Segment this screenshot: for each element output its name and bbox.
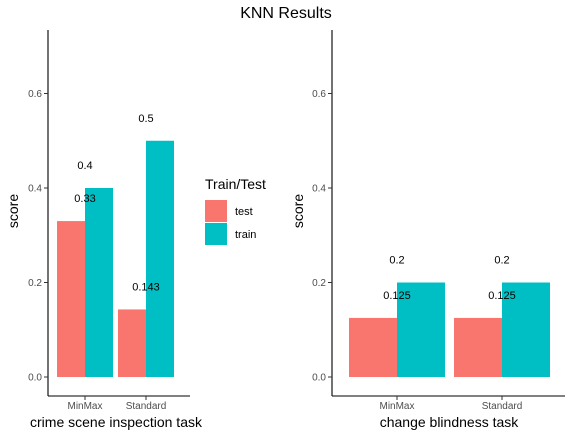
crime-scene-data-label-train-standard: 0.5 <box>138 113 153 125</box>
legend-swatch-test <box>205 200 227 222</box>
change-blindness-data-label-test-minmax: 0.125 <box>383 290 411 302</box>
change-blindness-panel: 0.0 0.2 0.4 0.6 MinMax Standard 0.125 0.2 0.125 0… <box>290 30 565 430</box>
crime-scene-x-tick-label: Standard <box>126 401 167 412</box>
legend-label-test: test <box>235 206 253 218</box>
change-blindness-bar-train-standard <box>502 282 550 377</box>
change-blindness-x-axis-title: change blindness task <box>380 414 520 430</box>
crime-scene-y-tick-label: 0.4 <box>28 184 42 195</box>
legend-title: Train/Test <box>205 176 266 192</box>
change-blindness-y-axis-title: score <box>290 194 306 228</box>
figure-title: KNN Results <box>240 5 332 22</box>
crime-scene-data-label-test-standard: 0.143 <box>132 281 160 293</box>
change-blindness-data-label-train-standard: 0.2 <box>494 255 509 267</box>
crime-scene-bar-test-minmax <box>57 221 85 377</box>
crime-scene-bar-train-standard <box>146 140 174 377</box>
change-blindness-bar-test-minmax <box>349 317 397 377</box>
change-blindness-x-tick-label: Standard <box>482 401 523 412</box>
crime-scene-data-label-test-minmax: 0.33 <box>74 193 95 205</box>
crime-scene-bar-test-standard <box>118 309 146 377</box>
change-blindness-y-tick-label: 0.0 <box>312 373 326 384</box>
crime-scene-data-label-train-minmax: 0.4 <box>77 160 92 172</box>
crime-scene-panel: 0.0 0.2 0.4 0.6 MinMax Standard 0.33 0.4 0.143 0.… <box>5 30 203 430</box>
change-blindness-data-label-test-standard: 0.125 <box>488 290 516 302</box>
crime-scene-y-tick-label: 0.6 <box>28 89 42 100</box>
crime-scene-bar-train-minmax <box>85 188 113 377</box>
crime-scene-x-axis-title: crime scene inspection task <box>30 414 203 430</box>
crime-scene-y-tick-label: 0.0 <box>28 373 42 384</box>
change-blindness-x-tick-label: MinMax <box>379 401 414 412</box>
legend: Train/Test test train <box>205 176 266 245</box>
change-blindness-data-label-train-minmax: 0.2 <box>389 255 404 267</box>
crime-scene-x-tick-label: MinMax <box>67 401 102 412</box>
crime-scene-y-axis-title: score <box>5 194 21 228</box>
change-blindness-y-tick-label: 0.4 <box>312 184 326 195</box>
change-blindness-y-tick-label: 0.2 <box>312 278 326 289</box>
legend-label-train: train <box>235 229 256 241</box>
crime-scene-y-tick-label: 0.2 <box>28 278 42 289</box>
legend-swatch-train <box>205 223 227 245</box>
change-blindness-bar-train-minmax <box>397 282 445 377</box>
change-blindness-y-tick-label: 0.6 <box>312 89 326 100</box>
change-blindness-bar-test-standard <box>454 317 502 377</box>
